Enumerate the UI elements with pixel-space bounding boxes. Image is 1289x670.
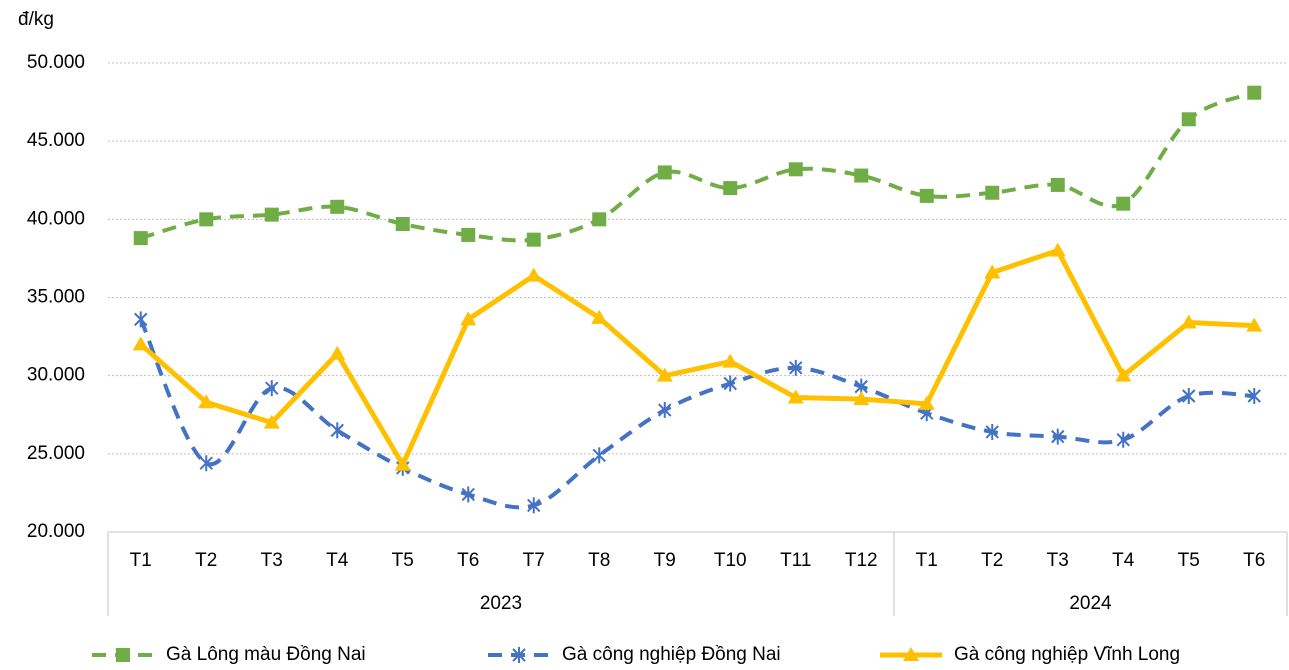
y-tick-label: 20.000 xyxy=(27,521,85,542)
legend-marker xyxy=(116,648,130,662)
marker xyxy=(1247,387,1261,404)
x-tick-label: T5 xyxy=(1178,550,1200,571)
y-tick-label: 50.000 xyxy=(27,52,85,73)
marker xyxy=(918,395,935,410)
marker xyxy=(1050,177,1065,192)
marker xyxy=(525,267,542,282)
legend-item: Gà công nghiệp Đồng Nai xyxy=(488,644,781,665)
x-tick-label: T4 xyxy=(326,550,349,571)
marker xyxy=(1181,112,1196,127)
marker xyxy=(330,422,344,439)
marker xyxy=(1247,85,1262,100)
y-tick-label: 40.000 xyxy=(27,208,85,229)
x-tick-label: T8 xyxy=(588,550,610,571)
series-line xyxy=(139,248,1255,468)
legend-marker xyxy=(512,647,526,663)
marker xyxy=(1180,314,1197,329)
legend-label: Gà Lông màu Đồng Nai xyxy=(166,644,366,665)
marker xyxy=(329,345,346,360)
x-tick-label: T7 xyxy=(523,550,545,571)
marker xyxy=(1051,428,1065,445)
y-tick-label: 30.000 xyxy=(27,365,85,386)
x-tick-label: T5 xyxy=(392,550,414,571)
y-axis-unit: đ/kg xyxy=(18,9,54,30)
legend-item: Gà Lông màu Đồng Nai xyxy=(92,644,366,665)
marker xyxy=(199,455,213,472)
y-tick-label: 25.000 xyxy=(27,443,85,464)
marker xyxy=(265,380,279,397)
marker xyxy=(723,181,738,196)
marker xyxy=(460,311,477,326)
y-tick-label: 45.000 xyxy=(27,130,85,151)
marker xyxy=(133,231,148,246)
marker xyxy=(461,227,476,242)
marker xyxy=(263,414,280,429)
legend-marker xyxy=(903,647,919,661)
legend-item: Gà công nghiệp Vĩnh Long xyxy=(880,644,1180,665)
x-tick-label: T3 xyxy=(1047,550,1069,571)
marker xyxy=(919,188,934,203)
legend-label: Gà công nghiệp Đồng Nai xyxy=(562,644,781,665)
marker xyxy=(395,217,410,232)
x-tick-label: T11 xyxy=(780,550,811,571)
marker xyxy=(592,447,606,464)
x-tick-label: T6 xyxy=(1243,550,1265,571)
marker xyxy=(853,391,870,406)
marker xyxy=(787,389,804,404)
marker xyxy=(461,486,475,503)
x-tick-label: T10 xyxy=(714,550,747,571)
series-line xyxy=(140,90,1256,243)
marker xyxy=(722,353,739,368)
marker xyxy=(985,185,1000,200)
x-tick-label: T2 xyxy=(195,550,217,571)
marker xyxy=(657,165,672,180)
group-label: 2023 xyxy=(480,593,522,614)
x-tick-label: T1 xyxy=(130,550,152,571)
marker xyxy=(330,199,345,214)
x-tick-label: T2 xyxy=(981,550,1003,571)
marker xyxy=(854,168,869,183)
marker xyxy=(658,402,672,419)
marker xyxy=(789,359,803,376)
marker xyxy=(591,309,608,324)
x-tick-label: T3 xyxy=(261,550,283,571)
marker xyxy=(656,367,673,382)
marker xyxy=(1182,387,1196,404)
x-tick-label: T9 xyxy=(654,550,676,571)
marker xyxy=(1116,196,1131,211)
marker xyxy=(526,232,541,247)
marker xyxy=(1246,317,1263,332)
series-line xyxy=(138,318,1255,510)
marker xyxy=(592,212,607,227)
marker xyxy=(723,375,737,392)
marker xyxy=(1049,242,1066,257)
marker xyxy=(199,212,214,227)
marker xyxy=(984,264,1001,279)
group-label: 2024 xyxy=(1069,593,1112,614)
marker xyxy=(134,311,148,328)
marker xyxy=(527,497,541,514)
x-tick-label: T4 xyxy=(1112,550,1135,571)
y-tick-label: 35.000 xyxy=(27,287,85,308)
legend-label: Gà công nghiệp Vĩnh Long xyxy=(954,644,1180,665)
x-tick-label: T6 xyxy=(457,550,479,571)
x-tick-label: T12 xyxy=(845,550,878,571)
x-tick-label: T1 xyxy=(916,550,938,571)
marker xyxy=(1115,367,1132,382)
marker xyxy=(264,207,279,222)
marker xyxy=(985,423,999,440)
marker xyxy=(132,336,149,351)
marker xyxy=(198,394,215,409)
marker xyxy=(394,456,411,471)
marker xyxy=(788,162,803,177)
marker xyxy=(1116,431,1130,448)
